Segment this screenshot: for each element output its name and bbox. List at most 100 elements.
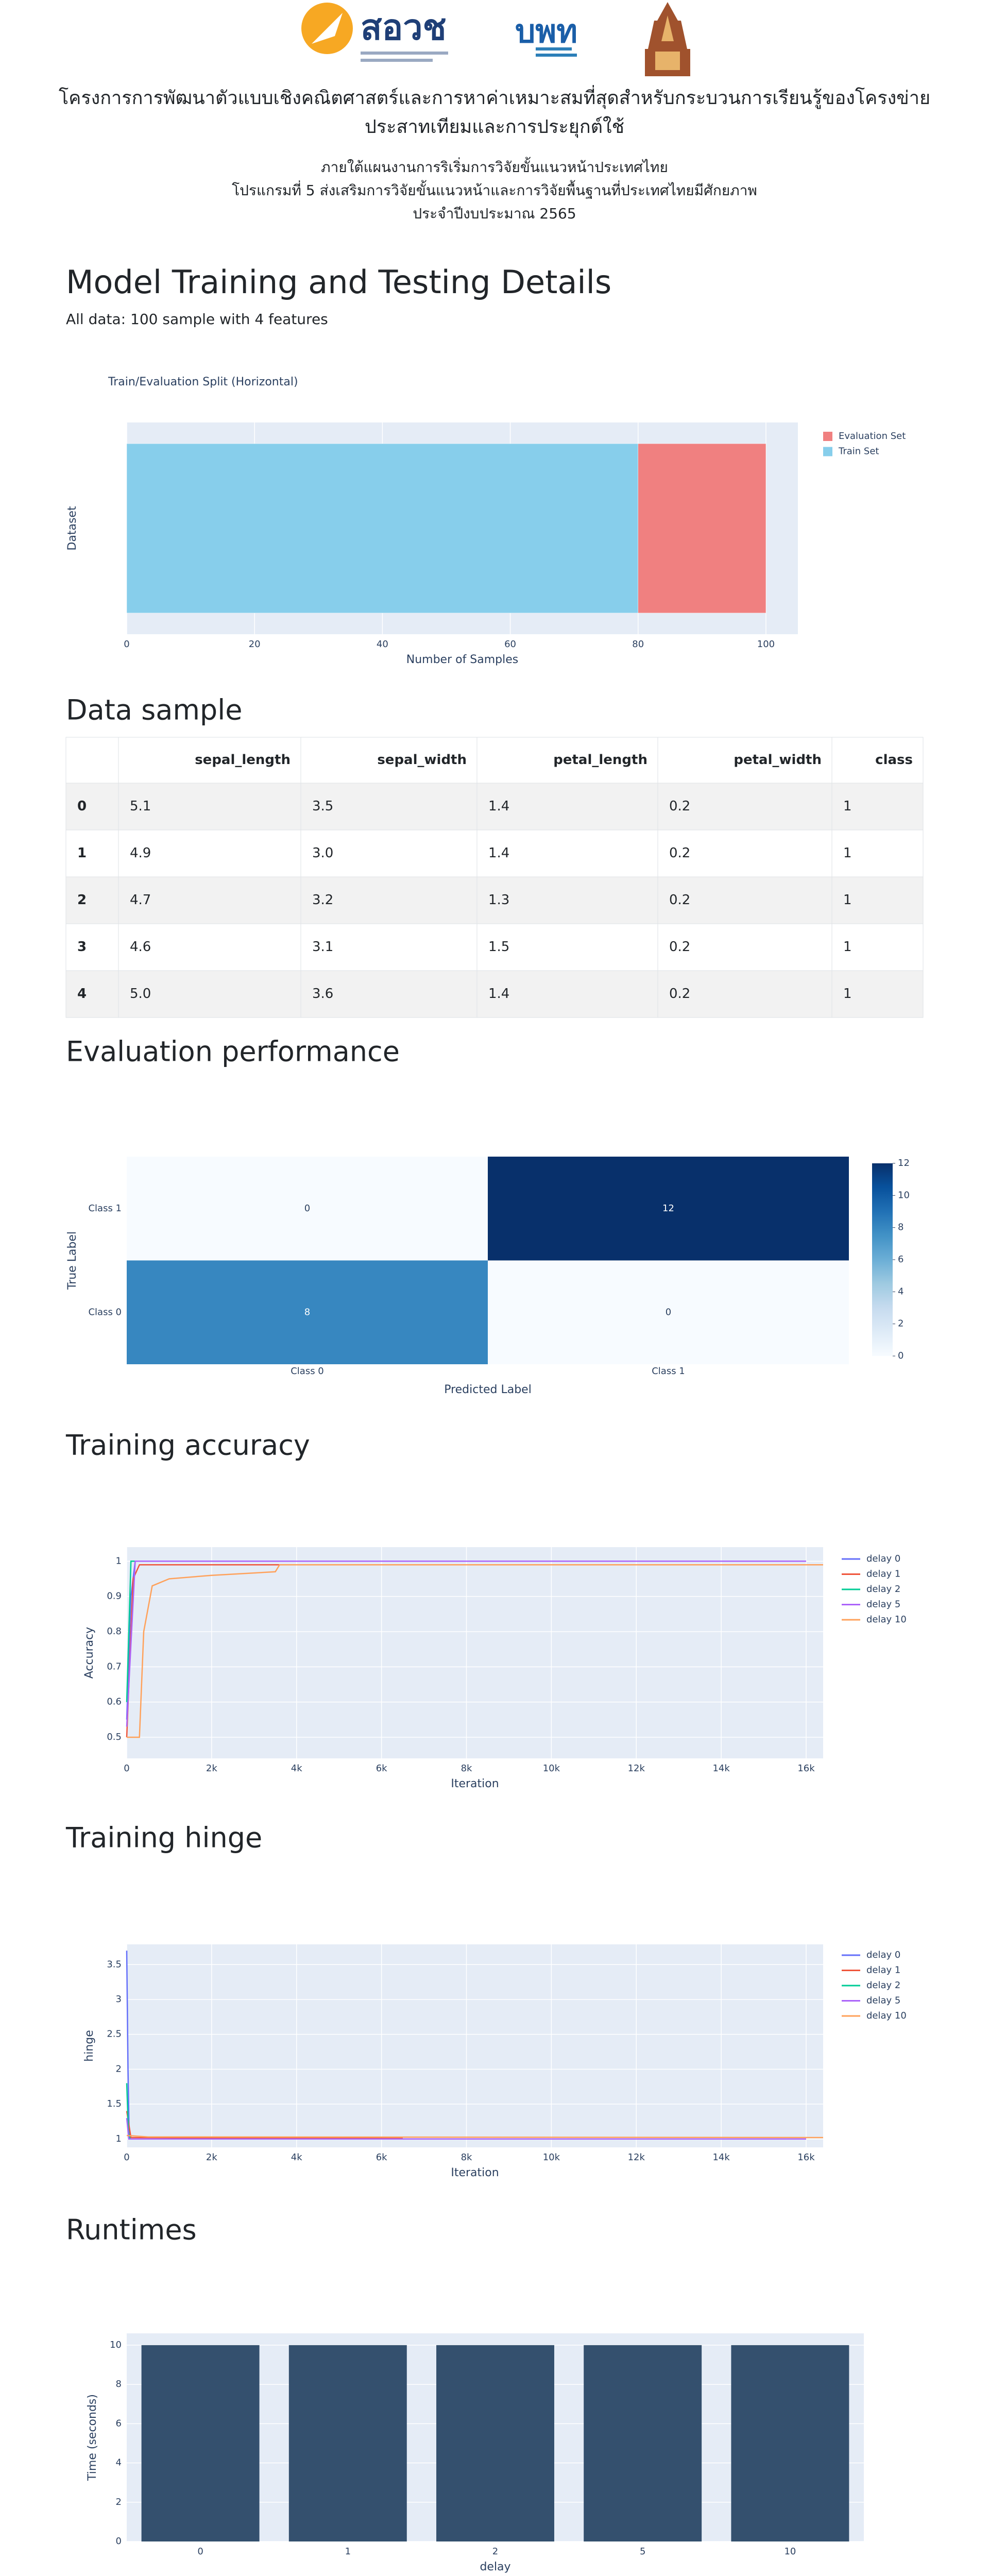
x-tick-label: 12k	[628, 2152, 645, 2163]
temple-detail	[661, 15, 674, 41]
x-tick-label: 2k	[206, 2152, 217, 2163]
project-subtitle: โปรแกรมที่ 5 ส่งเสริมการวิจัยขั้นแนวหน้า…	[232, 180, 757, 199]
x-tick-label: 16k	[797, 2152, 815, 2163]
section-heading: Data sample	[66, 694, 242, 726]
y-axis-title: Time (seconds)	[86, 2394, 99, 2481]
table-cell: 3.6	[312, 986, 333, 1002]
plot-bg	[127, 1547, 823, 1758]
x-tick-label: 10k	[543, 1763, 560, 1774]
colorbar-tick-label: 4	[898, 1286, 903, 1297]
chart: Iteration hinge 0 2k 4k 6k 8k 10k 12k 14k 16k 1 1.5 2…	[83, 1944, 907, 2179]
y-tick-label: 0	[116, 2536, 122, 2547]
table-cell: 1.3	[488, 892, 509, 908]
legend-label: delay 0	[866, 1553, 900, 1564]
x-tick-label: 14k	[712, 2152, 730, 2163]
section-heading: Training hinge	[65, 1822, 262, 1854]
legend-label: delay 10	[866, 2010, 907, 2021]
bar	[288, 2345, 407, 2541]
y-tick-label: 4	[116, 2458, 122, 2468]
project-title: โครงการการพัฒนาตัวแบบเชิงคณิตศาสตร์และกา…	[59, 85, 930, 109]
y-tick-label: 0.8	[107, 1626, 122, 1637]
table-cell: 4.9	[130, 845, 151, 861]
y-tick-label: 1	[116, 2133, 122, 2144]
table-cell: 3.2	[312, 892, 333, 908]
table-cell: 0.2	[669, 892, 690, 908]
table-cell: 1.4	[488, 799, 509, 814]
logo-text: บพท	[515, 12, 577, 50]
project-subtitle: ภายใต้แผนงานการริเริ่มการวิจัยขั้นแนวหน้…	[321, 157, 668, 176]
cell-label: 8	[304, 1307, 310, 1317]
x-tick-label: 10	[784, 2546, 796, 2557]
y-tick-label: 10	[110, 2340, 122, 2350]
table-cell: 3.1	[312, 939, 333, 955]
x-tick-label: 5	[640, 2546, 645, 2557]
table-cell: 0.2	[669, 986, 690, 1002]
project-title: ประสาทเทียมและการประยุกต์ใช้	[365, 116, 624, 138]
table-cell: 1	[843, 939, 852, 955]
y-tick-label: 3	[116, 1994, 122, 2005]
legend-label: delay 5	[866, 1995, 900, 2006]
colorbar	[872, 1163, 893, 1356]
column-header: sepal_width	[377, 752, 467, 768]
colorbar-tick-label: 8	[898, 1222, 903, 1233]
y-tick-label: 1.5	[107, 2098, 122, 2109]
table-row-bg	[65, 783, 924, 831]
column-header: class	[875, 752, 913, 768]
table-row-bg	[65, 923, 924, 971]
legend-label: delay 5	[866, 1599, 900, 1610]
column-header: petal_length	[553, 752, 647, 768]
cell-label: 12	[662, 1203, 674, 1214]
row-index: 4	[77, 986, 87, 1002]
row-index: 3	[77, 939, 87, 955]
logo-nxpo: สอวช	[301, 3, 448, 62]
page-title: Model Training and Testing Details	[66, 263, 611, 301]
legend-swatch	[823, 447, 832, 456]
bar	[731, 2345, 849, 2541]
heatmap-cell	[127, 1260, 488, 1364]
row-index: 0	[77, 799, 87, 814]
bar	[141, 2345, 260, 2541]
x-tick-label: 0	[124, 1763, 129, 1774]
x-tick-label: 2	[492, 2546, 498, 2557]
y-tick-label: 0.6	[107, 1697, 122, 1707]
x-tick-label: 12k	[628, 1763, 645, 1774]
heatmap-cell	[127, 1157, 488, 1261]
heatmap-cell	[488, 1157, 849, 1261]
x-tick-label: 4k	[291, 1763, 302, 1774]
logo-subline	[361, 59, 433, 62]
y-tick-label: Class 1	[88, 1203, 122, 1214]
x-tick-label: 60	[504, 639, 516, 650]
table-cell: 1	[843, 799, 852, 814]
table-cell: 4.6	[130, 939, 151, 955]
x-tick-label: 0	[124, 2152, 129, 2163]
x-tick-label: 8k	[461, 2152, 472, 2163]
table-cell: 0.2	[669, 939, 690, 955]
column-header: petal_width	[734, 752, 822, 768]
logo-university	[645, 2, 690, 76]
logo-pmua: บพท	[515, 12, 577, 57]
x-tick-label: 10k	[543, 2152, 560, 2163]
table-cell: 0.2	[669, 845, 690, 861]
x-tick-label: Class 1	[652, 1366, 685, 1377]
y-tick-label: 8	[116, 2379, 122, 2389]
project-subtitle: ประจำปีงบประมาณ 2565	[413, 205, 576, 222]
logo-text: สอวช	[361, 8, 447, 48]
x-tick-label: 6k	[376, 1763, 387, 1774]
line-series	[127, 1564, 823, 1738]
legend-label: Evaluation Set	[839, 431, 906, 442]
chart: Train/Evaluation Split (Horizontal) Numbe…	[66, 376, 906, 666]
y-tick-label: 0.9	[107, 1591, 122, 1602]
table-cell: 4.7	[130, 892, 151, 908]
x-tick-label: 2k	[206, 1763, 217, 1774]
x-tick-label: 80	[632, 639, 644, 650]
line-series	[126, 2117, 806, 2140]
legend-label: delay 0	[866, 1950, 900, 1960]
x-axis-title: Iteration	[451, 1777, 499, 1790]
y-tick-label: 2	[116, 2063, 122, 2074]
plot-bg	[127, 1944, 823, 2147]
cell-label: 0	[666, 1307, 671, 1317]
table-cell: 3.5	[312, 799, 333, 814]
legend-label: delay 2	[866, 1980, 900, 1991]
y-tick-label: 1	[116, 1555, 122, 1566]
